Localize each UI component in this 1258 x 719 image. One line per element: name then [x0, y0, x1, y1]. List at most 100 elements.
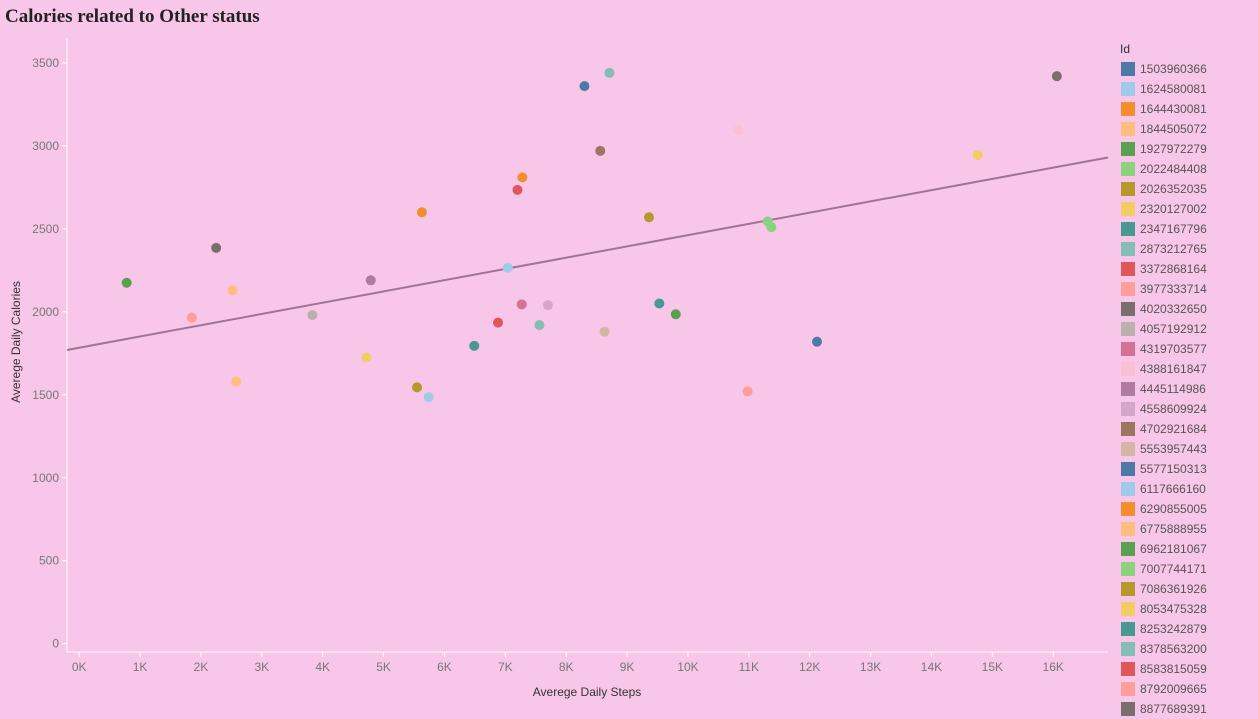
y-tick-label: 3500 — [32, 56, 59, 70]
data-point-6775888955[interactable] — [227, 285, 238, 296]
legend-item[interactable]: 8053475328 — [1118, 599, 1258, 619]
legend-item[interactable]: 8378563200 — [1118, 639, 1258, 659]
legend-item[interactable]: 5553957443 — [1118, 439, 1258, 459]
legend-item[interactable]: 6962181067 — [1118, 539, 1258, 559]
legend-item[interactable]: 7007744171 — [1118, 559, 1258, 579]
legend-item[interactable]: 8792009665 — [1118, 679, 1258, 699]
data-point-4445114986[interactable] — [365, 275, 376, 286]
data-point-4702921684[interactable] — [595, 145, 606, 156]
legend-label: 6117666160 — [1140, 482, 1206, 496]
legend-label: 8378563200 — [1140, 642, 1207, 656]
legend-item[interactable]: 2873212765 — [1118, 239, 1258, 259]
legend-swatch — [1121, 562, 1135, 576]
y-tick-label: 2500 — [32, 222, 59, 236]
data-point-1624580081[interactable] — [423, 392, 434, 403]
legend-item[interactable]: 4558609924 — [1118, 399, 1258, 419]
legend-label: 8792009665 — [1140, 682, 1207, 696]
legend-swatch — [1121, 622, 1135, 636]
legend-item[interactable]: 1844505072 — [1118, 119, 1258, 139]
legend-swatch — [1121, 382, 1135, 396]
legend-item[interactable]: 7086361926 — [1118, 579, 1258, 599]
legend-label: 5577150313 — [1140, 462, 1207, 476]
data-point-5553957443[interactable] — [599, 326, 610, 337]
legend-item[interactable]: 3977333714 — [1118, 279, 1258, 299]
legend-item[interactable]: 1644430081 — [1118, 99, 1258, 119]
data-point-8378563200[interactable] — [604, 67, 615, 78]
legend-label: 8053475328 — [1140, 602, 1207, 616]
data-point-7086361926[interactable] — [412, 382, 423, 393]
data-point-6962181067[interactable] — [121, 277, 132, 288]
data-point-5577150313[interactable] — [579, 81, 590, 92]
legend-item[interactable]: 4445114986 — [1118, 379, 1258, 399]
legend-item[interactable]: 4020332650 — [1118, 299, 1258, 319]
y-tick-label: 0 — [52, 637, 59, 651]
legend-swatch — [1121, 362, 1135, 376]
legend-label: 4319703577 — [1140, 342, 1207, 356]
data-point-8877689391[interactable] — [1051, 71, 1062, 82]
data-point-1927972279[interactable] — [670, 309, 681, 320]
legend-label: 2347167796 — [1140, 222, 1207, 236]
legend-item[interactable]: 4319703577 — [1118, 339, 1258, 359]
x-tick-label: 2K — [194, 660, 209, 674]
data-point-2026352035[interactable] — [643, 212, 654, 223]
legend-item[interactable]: 2347167796 — [1118, 219, 1258, 239]
legend-item[interactable]: 8253242879 — [1118, 619, 1258, 639]
x-tick-label: 4K — [315, 660, 330, 674]
legend-swatch — [1121, 322, 1135, 336]
data-point-4319703577[interactable] — [516, 299, 527, 310]
legend-item[interactable]: 5577150313 — [1118, 459, 1258, 479]
legend-label: 2873212765 — [1140, 242, 1207, 256]
legend-item[interactable]: 2320127002 — [1118, 199, 1258, 219]
legend-swatch — [1121, 282, 1135, 296]
legend-swatch — [1121, 542, 1135, 556]
legend-item[interactable]: 8877689391 — [1118, 699, 1258, 719]
data-point-8792009665[interactable] — [742, 386, 753, 397]
legend-label: 3977333714 — [1140, 282, 1207, 296]
legend-item[interactable]: 2022484408 — [1118, 159, 1258, 179]
legend-item[interactable]: 2026352035 — [1118, 179, 1258, 199]
data-point-1644430081[interactable] — [517, 172, 528, 183]
legend-swatch — [1121, 102, 1135, 116]
y-tick-label: 1500 — [32, 388, 59, 402]
data-point-2347167796[interactable] — [654, 298, 665, 309]
data-point-3372868164[interactable] — [493, 317, 504, 328]
data-point-4558609924[interactable] — [542, 300, 553, 311]
legend-item[interactable]: 4057192912 — [1118, 319, 1258, 339]
data-point-2320127002[interactable] — [361, 352, 372, 363]
legend-item[interactable]: 6775888955 — [1118, 519, 1258, 539]
data-point-7007744171[interactable] — [762, 216, 773, 227]
data-point-6117666160[interactable] — [502, 262, 513, 273]
data-point-3977333714[interactable] — [186, 312, 197, 323]
legend-label: 6290855005 — [1140, 502, 1207, 516]
legend-label: 3372868164 — [1140, 262, 1207, 276]
data-point-4020332650[interactable] — [211, 242, 222, 253]
data-point-2873212765[interactable] — [534, 320, 545, 331]
data-point-8583815059[interactable] — [512, 184, 523, 195]
legend-item[interactable]: 1927972279 — [1118, 139, 1258, 159]
legend-item[interactable]: 1503960366 — [1118, 59, 1258, 79]
data-point-6290855005[interactable] — [416, 207, 427, 218]
data-point-4057192912[interactable] — [307, 310, 318, 321]
data-point-1503960366[interactable] — [812, 336, 823, 347]
legend-item[interactable]: 8583815059 — [1118, 659, 1258, 679]
legend-item[interactable]: 1624580081 — [1118, 79, 1258, 99]
legend-item[interactable]: 3372868164 — [1118, 259, 1258, 279]
data-point-8253242879[interactable] — [469, 340, 480, 351]
legend-swatch — [1121, 522, 1135, 536]
x-tick-label: 15K — [982, 660, 1003, 674]
data-point-4388161847[interactable] — [733, 125, 744, 136]
x-tick-label: 12K — [799, 660, 820, 674]
legend-item[interactable]: 6290855005 — [1118, 499, 1258, 519]
x-tick-label: 10K — [677, 660, 698, 674]
x-tick-label: 5K — [376, 660, 391, 674]
x-tick-label: 7K — [498, 660, 513, 674]
data-point-1844505072[interactable] — [231, 376, 242, 387]
legend-item[interactable]: 4702921684 — [1118, 419, 1258, 439]
legend-label: 1503960366 — [1140, 62, 1207, 76]
data-point-8053475328[interactable] — [972, 149, 983, 160]
legend-item[interactable]: 4388161847 — [1118, 359, 1258, 379]
legend-swatch — [1121, 662, 1135, 676]
legend-item[interactable]: 6117666160 — [1118, 479, 1258, 499]
x-tick-label: 11K — [739, 660, 759, 674]
